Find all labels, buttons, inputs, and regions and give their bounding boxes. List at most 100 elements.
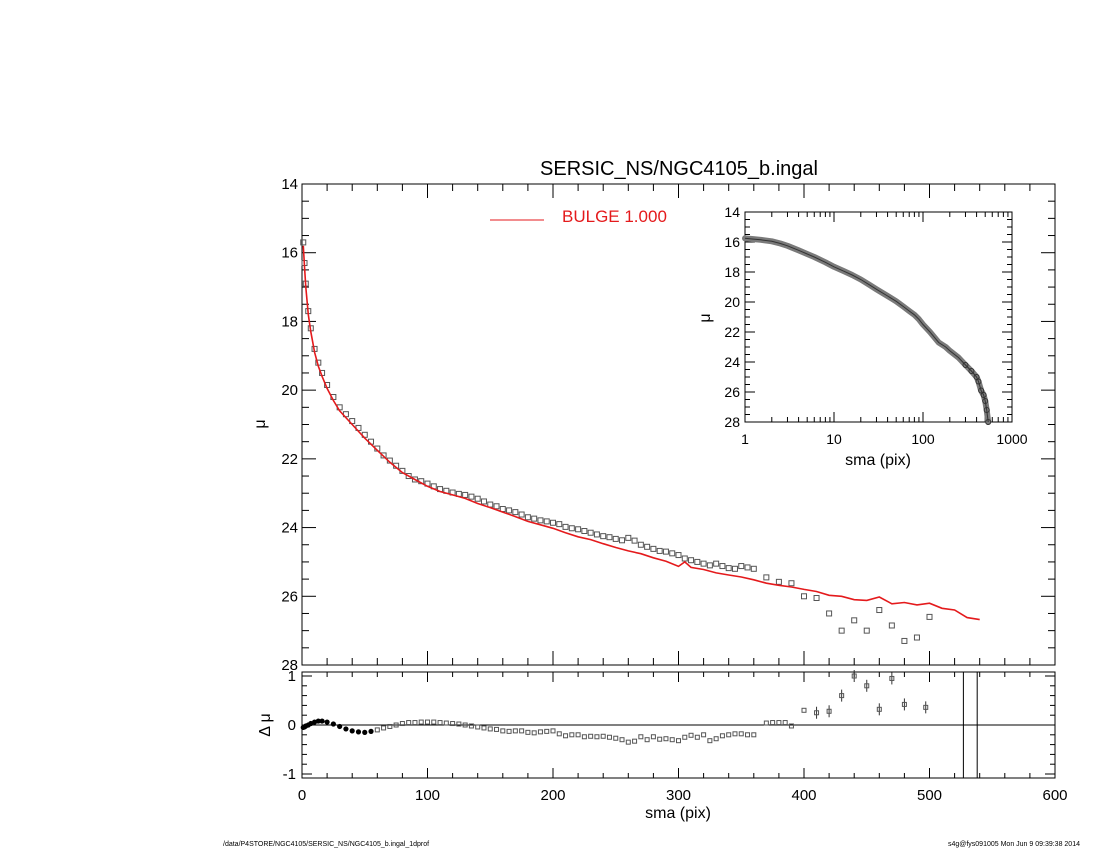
main-data-point: [681, 555, 688, 562]
main-data-point: [462, 491, 469, 498]
residual-point: [368, 728, 374, 734]
main-data-point: [512, 509, 519, 516]
residual-point: [782, 720, 788, 726]
residual-point: [713, 736, 719, 742]
residual-point: [732, 731, 738, 737]
residual-point: [319, 718, 325, 724]
inset-x-tick-label: 100: [911, 431, 935, 447]
residual-point: [550, 728, 556, 734]
main-y-tick-labels: 14 16 18 20 22 24 26 28: [281, 176, 298, 674]
residual-plot-marks: [300, 670, 1055, 778]
main-data-point: [656, 547, 663, 554]
inset-plot-marks: [742, 235, 992, 425]
residual-point: [443, 720, 449, 726]
residual-point: [876, 706, 882, 712]
residual-point: [688, 732, 694, 738]
main-data-point: [876, 607, 883, 614]
main-data-point: [669, 550, 676, 557]
residual-point: [851, 673, 857, 679]
inset-data-point: [985, 419, 992, 425]
residual-point: [418, 719, 424, 725]
residual-point: [556, 731, 562, 737]
inset-data-point: [975, 378, 982, 385]
main-data-point: [531, 515, 538, 522]
residual-point: [788, 723, 794, 729]
main-x-axis-label: sma (pix): [645, 805, 711, 822]
residual-point: [563, 733, 569, 739]
residual-point: [512, 728, 518, 734]
residual-point: [544, 728, 550, 734]
residual-point: [650, 734, 656, 740]
main-data-point: [926, 613, 933, 620]
main-y-tick-label: 28: [281, 657, 298, 674]
main-data-point: [606, 534, 613, 541]
main-data-point: [644, 543, 651, 550]
residual-point: [406, 720, 412, 726]
residual-point: [694, 734, 700, 740]
residual-point: [399, 721, 405, 727]
residual-point: [431, 719, 437, 725]
legend-label-bulge: BULGE 1.000: [562, 207, 667, 226]
inset-y-tick-label: 16: [724, 234, 740, 250]
residual-point: [600, 733, 606, 739]
inset-data-point: [980, 392, 987, 398]
main-data-point: [524, 514, 531, 521]
residual-point: [619, 737, 625, 743]
residual-point: [613, 735, 619, 741]
inset-x-tick-label: 1: [741, 431, 749, 447]
residual-point: [644, 737, 650, 743]
main-data-point: [518, 511, 525, 518]
residual-point: [343, 726, 349, 732]
residual-axis-ticks: 0 100 200 300 400 500 600-101: [283, 668, 1068, 804]
main-data-point: [405, 473, 412, 480]
residual-point: [801, 707, 807, 713]
main-y-tick-label: 22: [281, 451, 298, 468]
main-data-point: [826, 610, 833, 617]
main-data-point: [587, 529, 594, 536]
residual-point: [606, 734, 612, 740]
residual-point: [374, 727, 380, 733]
main-data-point: [750, 565, 757, 572]
residual-point: [632, 738, 638, 744]
main-data-point: [838, 627, 845, 634]
main-data-point: [775, 578, 782, 585]
residual-y-tick-label: 0: [288, 717, 296, 734]
main-data-point: [625, 534, 632, 541]
main-data-point: [537, 517, 544, 524]
main-data-point: [763, 574, 770, 581]
residual-point: [657, 736, 663, 742]
main-data-point: [738, 563, 745, 570]
residual-point: [682, 734, 688, 740]
inset-x-tick-label: 1000: [996, 431, 1027, 447]
residual-point: [475, 724, 481, 730]
residual-point: [519, 728, 525, 734]
main-data-point: [493, 503, 500, 510]
residual-point: [663, 736, 669, 742]
residual-point: [770, 720, 776, 726]
legend: BULGE 1.000: [490, 207, 667, 226]
inset-axis-ticks: 14 16 18 20 22 24 26 281 10 100 1000: [724, 204, 1027, 447]
residual-point: [393, 722, 399, 728]
residual-point: [494, 726, 500, 732]
main-data-point: [619, 537, 626, 544]
residual-point: [315, 718, 321, 724]
inset-y-tick-label: 24: [724, 354, 740, 370]
residual-point: [462, 722, 468, 728]
residual-point: [425, 719, 430, 725]
main-data-point: [662, 548, 669, 555]
main-data-point: [474, 495, 481, 502]
main-y-tick-label: 18: [281, 313, 298, 330]
residual-point: [468, 723, 474, 729]
main-data-point: [600, 533, 607, 540]
main-data-point: [480, 498, 487, 505]
residual-x-tick-label: 400: [791, 787, 816, 804]
main-data-point: [631, 537, 638, 544]
residual-point: [763, 720, 769, 726]
main-data-point: [801, 593, 807, 600]
residual-point: [588, 733, 594, 739]
residual-y-tick-label: 1: [288, 668, 296, 685]
main-data-point: [888, 622, 895, 629]
residual-point: [707, 738, 713, 744]
inset-data-point: [978, 387, 985, 394]
residual-point: [387, 723, 393, 729]
